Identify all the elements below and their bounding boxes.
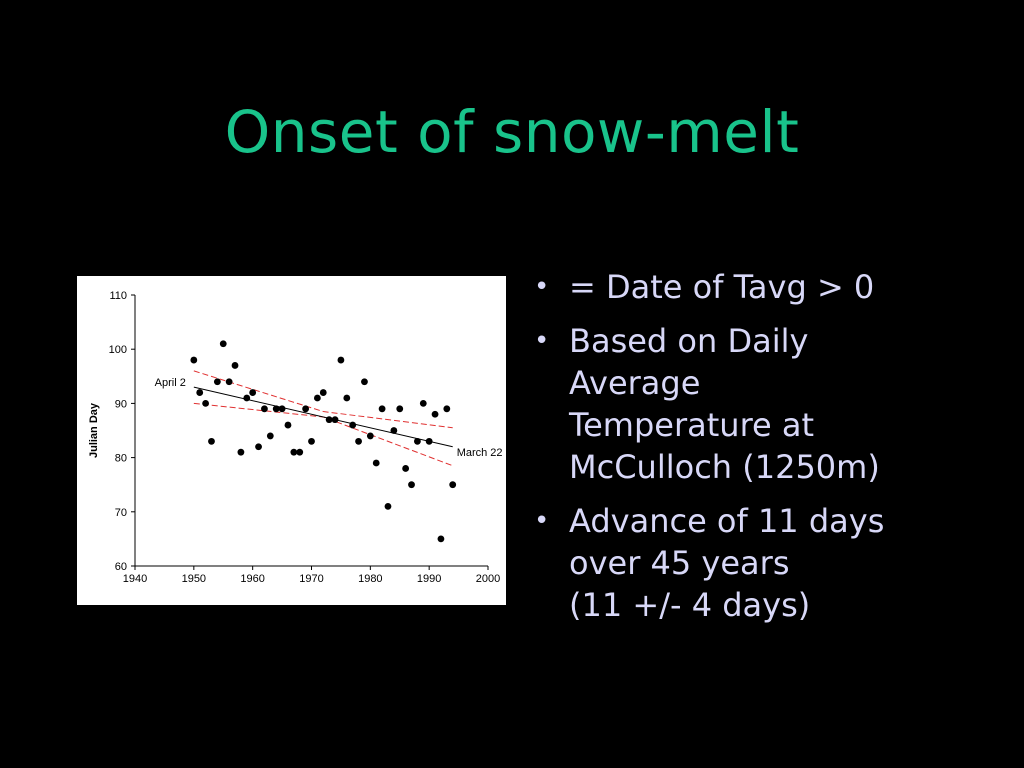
data-point (402, 465, 410, 472)
data-point (343, 394, 351, 402)
bullet-text-line: over 45 years (569, 544, 790, 582)
data-point (443, 405, 451, 413)
y-tick-label: 110 (109, 290, 127, 302)
data-point (202, 400, 209, 407)
x-tick-label: 1970 (299, 573, 323, 585)
data-point (419, 400, 427, 407)
x-tick-label: 1960 (240, 573, 264, 585)
bullet-item: • Advance of 11 days over 45 years (11 +/- … (532, 500, 1002, 626)
bullet-dot-icon: • (534, 272, 550, 302)
bullet-text-line: McCulloch (1250m) (569, 448, 880, 486)
data-point (284, 421, 292, 429)
data-point (225, 378, 233, 386)
confidence-upper-line (193, 370, 453, 429)
data-point (243, 394, 251, 402)
data-point (237, 448, 245, 456)
data-point (249, 389, 257, 396)
data-point (302, 405, 310, 413)
chart-annotation: April 2 (155, 377, 186, 389)
bullet-item: • Based on Daily Average Temperature at McCu… (532, 320, 1002, 488)
data-point (319, 389, 327, 396)
y-axis-label: Julian Day (88, 402, 100, 458)
bullet-item: • = Date of Tavg > 0 (532, 266, 1002, 308)
data-point (414, 437, 421, 445)
data-point (196, 389, 204, 396)
data-point (408, 481, 415, 489)
x-tick-label: 1990 (417, 573, 441, 585)
data-point (208, 437, 215, 445)
data-point (431, 410, 439, 418)
data-point (378, 405, 386, 413)
y-tick-label: 80 (115, 453, 127, 465)
data-point (313, 394, 321, 402)
bullet-text-line: = Date of Tavg > 0 (569, 268, 875, 306)
data-point (219, 340, 227, 348)
data-point (449, 481, 457, 489)
x-tick-label: 2000 (476, 573, 500, 585)
bullet-text-line: Advance of 11 days (569, 502, 885, 540)
data-point (231, 362, 239, 369)
x-tick-label: 1940 (123, 573, 147, 585)
chart-svg: 60 70 80 90 100 110 1940 1950 1960 1970 1980 1990 20… (88, 290, 503, 585)
data-point (213, 378, 221, 386)
bullet-dot-icon: • (534, 326, 550, 356)
bullet-text-line: Average (569, 364, 701, 402)
data-point (437, 535, 445, 543)
data-point (266, 432, 274, 440)
data-point (361, 378, 368, 386)
bullet-text-line: (11 +/- 4 days) (569, 586, 811, 624)
snowmelt-chart: 60 70 80 90 100 110 1940 1950 1960 1970 1980 1990 20… (77, 276, 506, 605)
data-point (425, 437, 433, 445)
bullet-list: • = Date of Tavg > 0 • Based on Daily Averag… (532, 266, 1002, 638)
data-point (278, 405, 286, 413)
data-point (331, 416, 339, 424)
x-tick-label: 1950 (182, 573, 206, 585)
bullet-text-line: Based on Daily (569, 322, 809, 360)
slide-title: Onset of snow-melt (224, 98, 800, 166)
y-tick-label: 60 (115, 561, 127, 573)
data-point (325, 416, 333, 424)
data-point (190, 356, 198, 364)
data-point (372, 459, 380, 467)
data-point (296, 448, 304, 456)
data-point (308, 437, 315, 445)
data-point (384, 502, 392, 510)
data-point (390, 427, 398, 434)
data-point (396, 405, 404, 413)
data-point (272, 405, 280, 413)
data-point (290, 448, 298, 456)
data-point (355, 437, 362, 445)
bullet-text-line: Temperature at (569, 406, 815, 444)
data-point (255, 443, 262, 451)
bullet-dot-icon: • (534, 506, 550, 536)
data-point (349, 421, 357, 429)
y-tick-label: 90 (115, 398, 127, 410)
confidence-lower-line (193, 402, 453, 467)
data-point (261, 405, 268, 413)
data-point (337, 356, 345, 364)
trend-line (193, 386, 453, 448)
chart-annotation: March 22 (457, 447, 503, 459)
y-tick-label: 100 (109, 344, 127, 356)
y-tick-label: 70 (115, 507, 127, 519)
data-point (366, 432, 374, 440)
x-tick-label: 1980 (358, 573, 382, 585)
